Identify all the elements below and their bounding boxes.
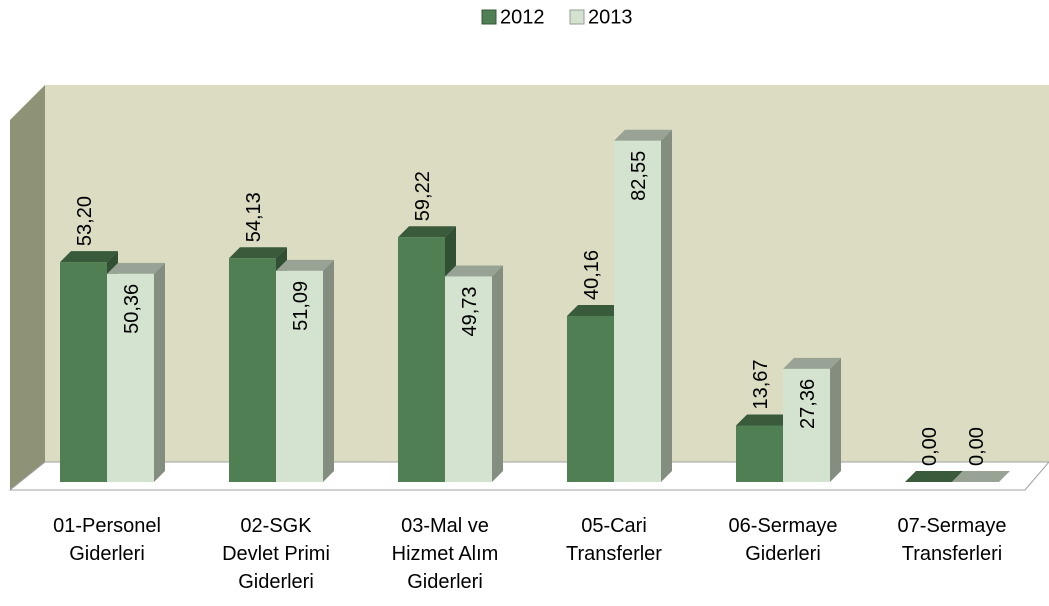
x-tick-label: 03-Mal ve Hizmet Alım Giderleri — [391, 515, 499, 593]
bar — [445, 265, 503, 482]
bar — [107, 262, 165, 482]
bar — [614, 129, 672, 482]
bar-top — [229, 247, 287, 259]
bar-top — [952, 471, 1010, 482]
bar — [952, 471, 1010, 482]
x-tick-label: 01-Personel Giderleri — [53, 515, 161, 565]
bar-front — [276, 270, 323, 482]
bar-top — [398, 226, 456, 238]
x-tick-label: 06-Sermaye Giderleri — [728, 515, 838, 565]
bar-side — [323, 259, 334, 482]
bar-top — [736, 414, 794, 426]
bar-side — [661, 129, 672, 482]
bar-side — [492, 265, 503, 482]
bar-side — [830, 357, 841, 482]
legend-swatch — [481, 9, 497, 25]
bar-front — [229, 258, 276, 482]
bar-top — [276, 259, 334, 271]
bar-side — [154, 262, 165, 482]
floor — [8, 461, 1049, 491]
value-label: 54,13 — [243, 192, 265, 242]
bar-top — [60, 251, 118, 263]
bar-top — [107, 262, 165, 274]
bar-front — [445, 276, 492, 482]
value-label: 40,16 — [581, 250, 603, 300]
bar-front — [107, 273, 154, 482]
value-label: 0,00 — [919, 427, 941, 466]
value-label: 27,36 — [797, 379, 819, 429]
bar-front — [614, 140, 661, 482]
bar-front — [398, 237, 445, 482]
value-label: 13,67 — [750, 359, 772, 409]
bar-front — [60, 262, 107, 482]
bar-front — [783, 368, 830, 482]
bar — [276, 259, 334, 482]
value-label: 53,20 — [74, 196, 96, 246]
bar-top — [445, 265, 503, 277]
legend-label: 2013 — [588, 6, 633, 28]
x-tick-label: 05-Cari Transferler — [566, 515, 662, 565]
value-label: 59,22 — [412, 171, 434, 221]
value-label: 0,00 — [966, 427, 988, 466]
x-tick-label: 07-Sermaye Transferleri — [897, 515, 1007, 565]
bar-top — [614, 129, 672, 141]
side-wall — [10, 85, 45, 490]
bar-top — [567, 305, 625, 317]
value-label: 82,55 — [628, 151, 650, 201]
value-label: 51,09 — [290, 281, 312, 331]
legend-label: 2012 — [500, 6, 545, 28]
bar-top — [783, 357, 841, 369]
bar — [905, 471, 963, 482]
back-wall — [45, 85, 1049, 462]
value-label: 50,36 — [121, 284, 143, 334]
bar-front — [736, 425, 783, 482]
bar-front — [567, 316, 614, 482]
bar — [783, 357, 841, 482]
x-tick-label: 02-SGK Devlet Primi Giderleri — [222, 515, 330, 593]
bar-top — [905, 471, 963, 482]
legend-swatch — [569, 9, 585, 25]
value-label: 49,73 — [459, 286, 481, 336]
